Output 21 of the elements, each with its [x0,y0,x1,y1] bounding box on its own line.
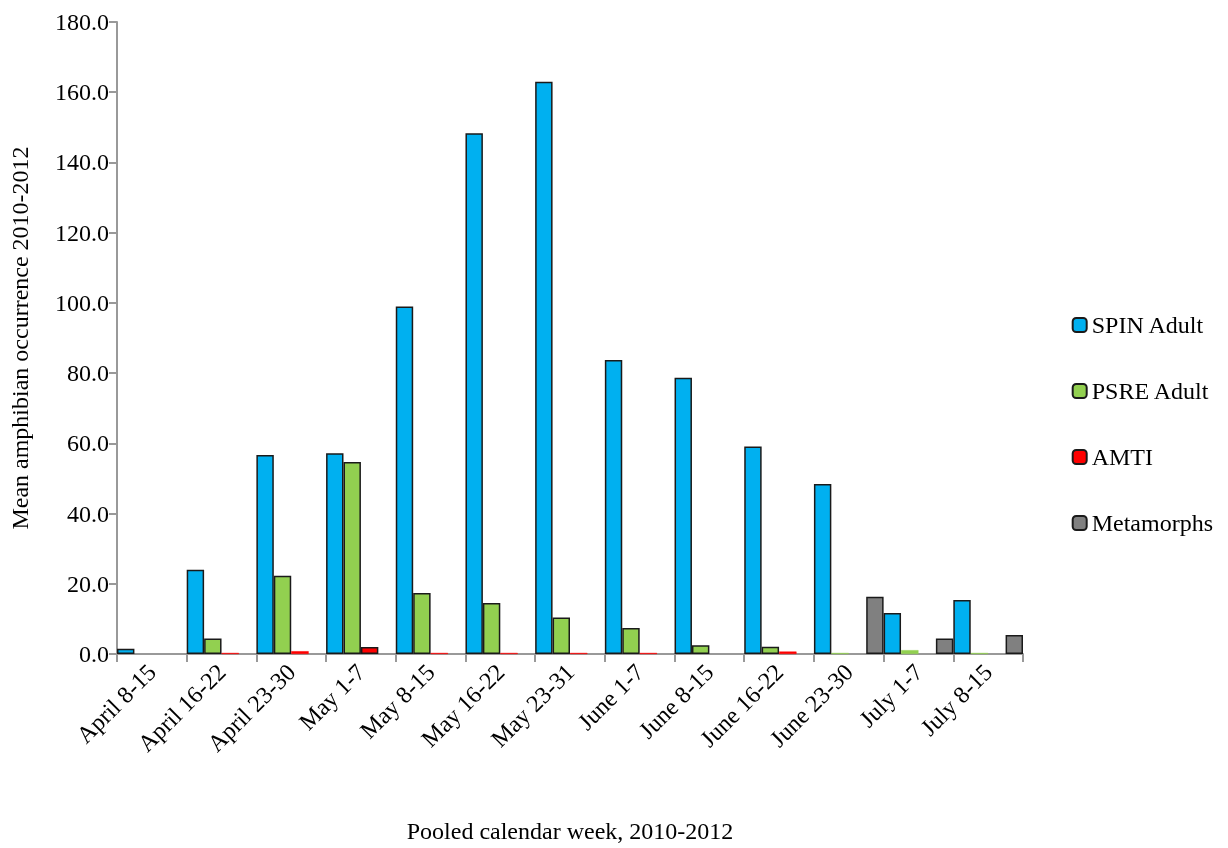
bar [117,648,135,654]
legend-label: PSRE Adult [1091,378,1209,404]
bar [1005,635,1023,654]
y-tick-label: 180.0 [55,9,109,35]
legend-label: AMTI [1091,444,1154,470]
legend-label: Metamorphs [1091,510,1213,536]
y-tick-label: 20.0 [67,570,109,597]
bar [291,651,309,654]
bar [901,650,919,654]
y-tick-label: 140.0 [55,149,109,176]
y-tick-label: 0.0 [79,641,109,667]
y-tick-label: 160.0 [55,79,109,106]
y-axis-title: Mean amphibian occurrence 2010-2012 [7,146,33,530]
bar [813,484,832,654]
y-tick-label: 40.0 [67,500,109,527]
y-tick-label: 100.0 [55,289,109,316]
y-tick-label: 60.0 [67,430,109,457]
legend-label: SPIN Adult [1091,312,1204,338]
y-tick-label: 120.0 [55,219,109,246]
x-axis-title: Pooled calendar week, 2010-2012 [406,818,734,844]
y-tick-label: 80.0 [67,360,109,387]
